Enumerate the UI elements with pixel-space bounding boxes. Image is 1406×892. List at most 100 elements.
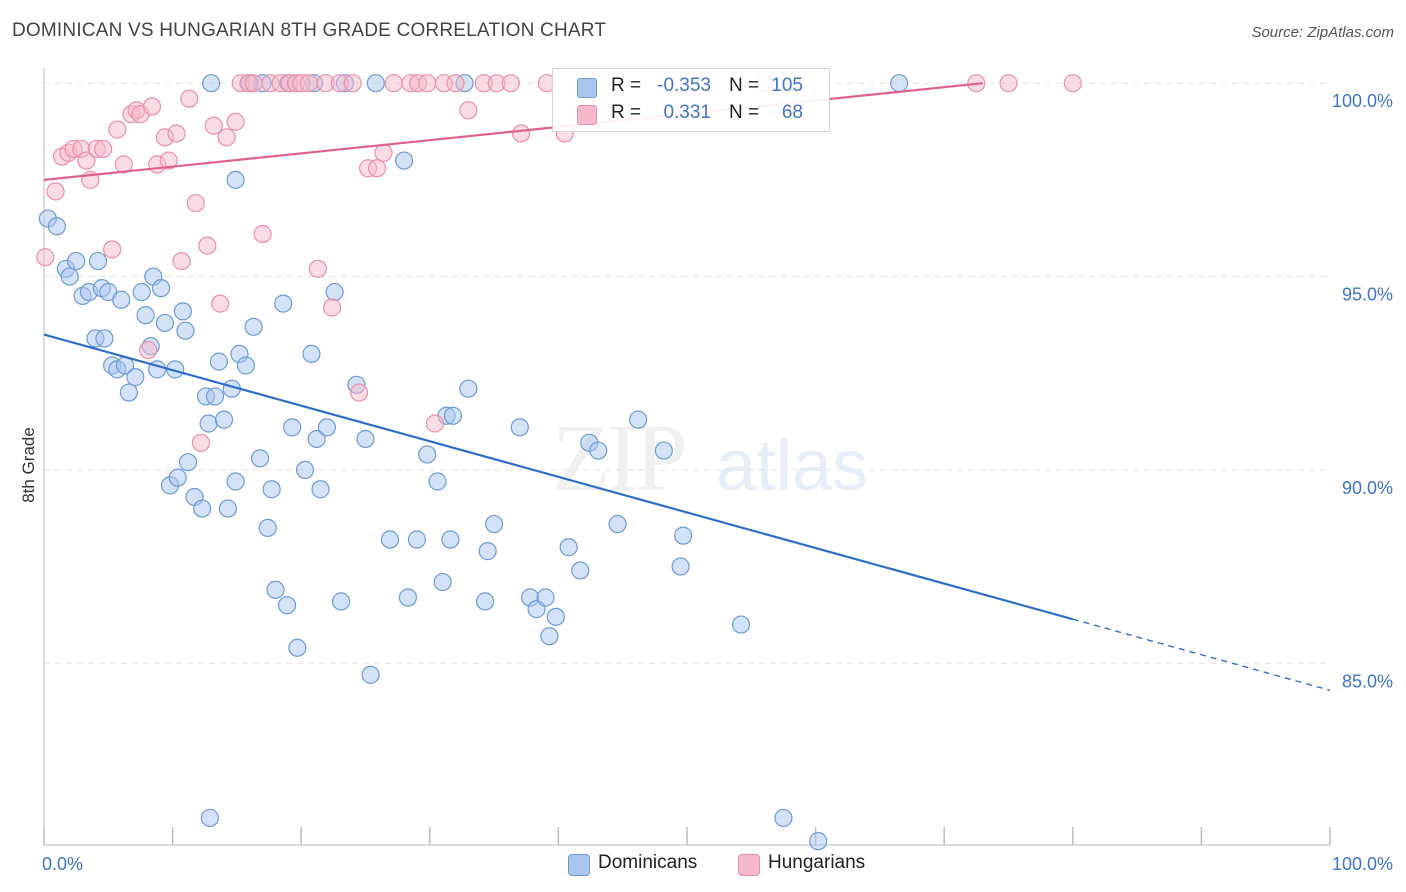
stats-n-value: 105 [771,75,803,96]
data-point-dominicans [258,518,277,538]
data-point-hungarians [186,193,205,213]
data-point-dominicans [671,557,690,576]
data-point-dominicans [540,627,559,646]
data-point-dominicans [209,352,228,371]
data-point-hungarians [198,236,217,255]
data-point-dominicans [151,279,171,298]
data-point-hungarians [108,120,127,139]
data-point-dominicans [47,217,66,236]
series-hungarians [36,74,1082,452]
data-point-hungarians [226,112,245,131]
data-point-dominicans [250,449,270,468]
data-point-dominicans [418,445,437,464]
data-point-dominicans [441,530,460,549]
data-point-dominicans [380,530,400,549]
data-point-hungarians [999,74,1018,93]
data-point-dominicans [67,251,86,271]
legend-label-hungarians: Hungarians [768,852,866,873]
data-point-hungarians [217,128,236,147]
data-point-dominicans [262,480,281,499]
data-point-dominicans [302,344,321,363]
data-point-hungarians [172,251,191,271]
data-point-hungarians [211,294,230,313]
data-point-dominicans [288,638,307,657]
y-axis-label: 8th Grade [19,427,38,503]
data-point-dominicans [331,592,351,611]
data-point-dominicans [608,514,627,534]
data-point-dominicans [119,383,138,402]
stats-row-dominicans: R = -0.353 N = 105 [553,75,829,101]
legend-label-dominicans: Dominicans [598,852,698,873]
data-point-dominicans [132,282,151,302]
data-point-hungarians [367,159,387,178]
stats-r-label: R = [611,75,642,96]
data-point-hungarians [167,124,186,143]
data-point-dominicans [311,480,330,499]
data-point-dominicans [890,74,909,93]
data-point-hungarians [142,97,162,116]
data-point-dominicans [176,321,195,340]
data-point-dominicans [88,251,108,271]
data-point-hungarians [103,240,122,259]
data-point-dominicans [218,499,237,518]
data-point-dominicans [559,538,578,557]
data-point-dominicans [60,267,79,286]
data-point-dominicans [478,542,497,561]
tick-labels: 85.0% 90.0% 95.0% 100.0% 0.0% 100.0% [42,91,1393,874]
data-point-dominicans [202,74,221,93]
data-point-dominicans [510,418,529,437]
stats-r-value: 0.331 [663,102,711,123]
stats-box: R = -0.353 N = 105 R = 0.331 N = 68 [552,68,830,132]
data-point-hungarians [191,433,210,452]
y-tick-label: 90.0% [1342,478,1393,498]
data-point-dominicans [361,665,380,684]
data-point-dominicans [459,379,478,398]
data-point-dominicans [475,592,495,611]
data-point-dominicans [173,302,192,321]
data-point-dominicans [731,615,751,634]
data-point-hungarians [159,151,178,170]
data-point-hungarians [139,340,158,360]
data-point-hungarians [244,74,263,93]
data-point-dominicans [654,441,673,460]
data-point-hungarians [459,101,478,120]
series-dominicans [38,74,909,851]
data-point-dominicans [407,530,427,549]
data-point-hungarians [343,74,362,93]
data-point-hungarians [374,143,393,162]
data-point-dominicans [674,526,693,545]
stats-r-label: R = [611,102,642,123]
data-point-dominicans [629,410,648,429]
legend-swatch-hungarians [738,854,760,876]
data-point-dominicans [443,406,463,425]
data-point-hungarians [36,248,55,267]
data-point-dominicans [95,329,114,348]
stats-n-label: N = [729,102,760,123]
data-point-dominicans [244,317,263,336]
legend: Dominicans Hungarians [0,852,1406,878]
data-point-dominicans [536,588,555,607]
data-point-dominicans [394,151,414,170]
data-point-dominicans [571,561,590,580]
y-tick-label: 95.0% [1342,285,1393,305]
data-point-dominicans [199,414,218,433]
stats-row-hungarians: R = 0.331 N = 68 [553,102,829,128]
watermark-atlas: atlas [716,426,868,506]
x-tick-label: 0.0% [42,854,83,874]
data-point-dominicans [236,356,256,375]
data-point-dominicans [155,313,174,333]
data-point-hungarians [322,298,342,317]
data-point-dominicans [809,832,828,851]
stats-n-label: N = [729,75,760,96]
data-point-dominicans [226,472,245,491]
data-point-dominicans [433,572,452,592]
chart-title: DOMINICAN VS HUNGARIAN 8TH GRADE CORRELA… [12,20,607,41]
data-point-dominicans [136,306,155,325]
data-point-dominicans [200,808,219,828]
stats-swatch-hungarians [577,105,597,125]
data-point-hungarians [384,74,403,93]
data-point-dominicans [325,282,344,302]
data-point-dominicans [277,596,297,615]
data-point-hungarians [501,74,520,93]
